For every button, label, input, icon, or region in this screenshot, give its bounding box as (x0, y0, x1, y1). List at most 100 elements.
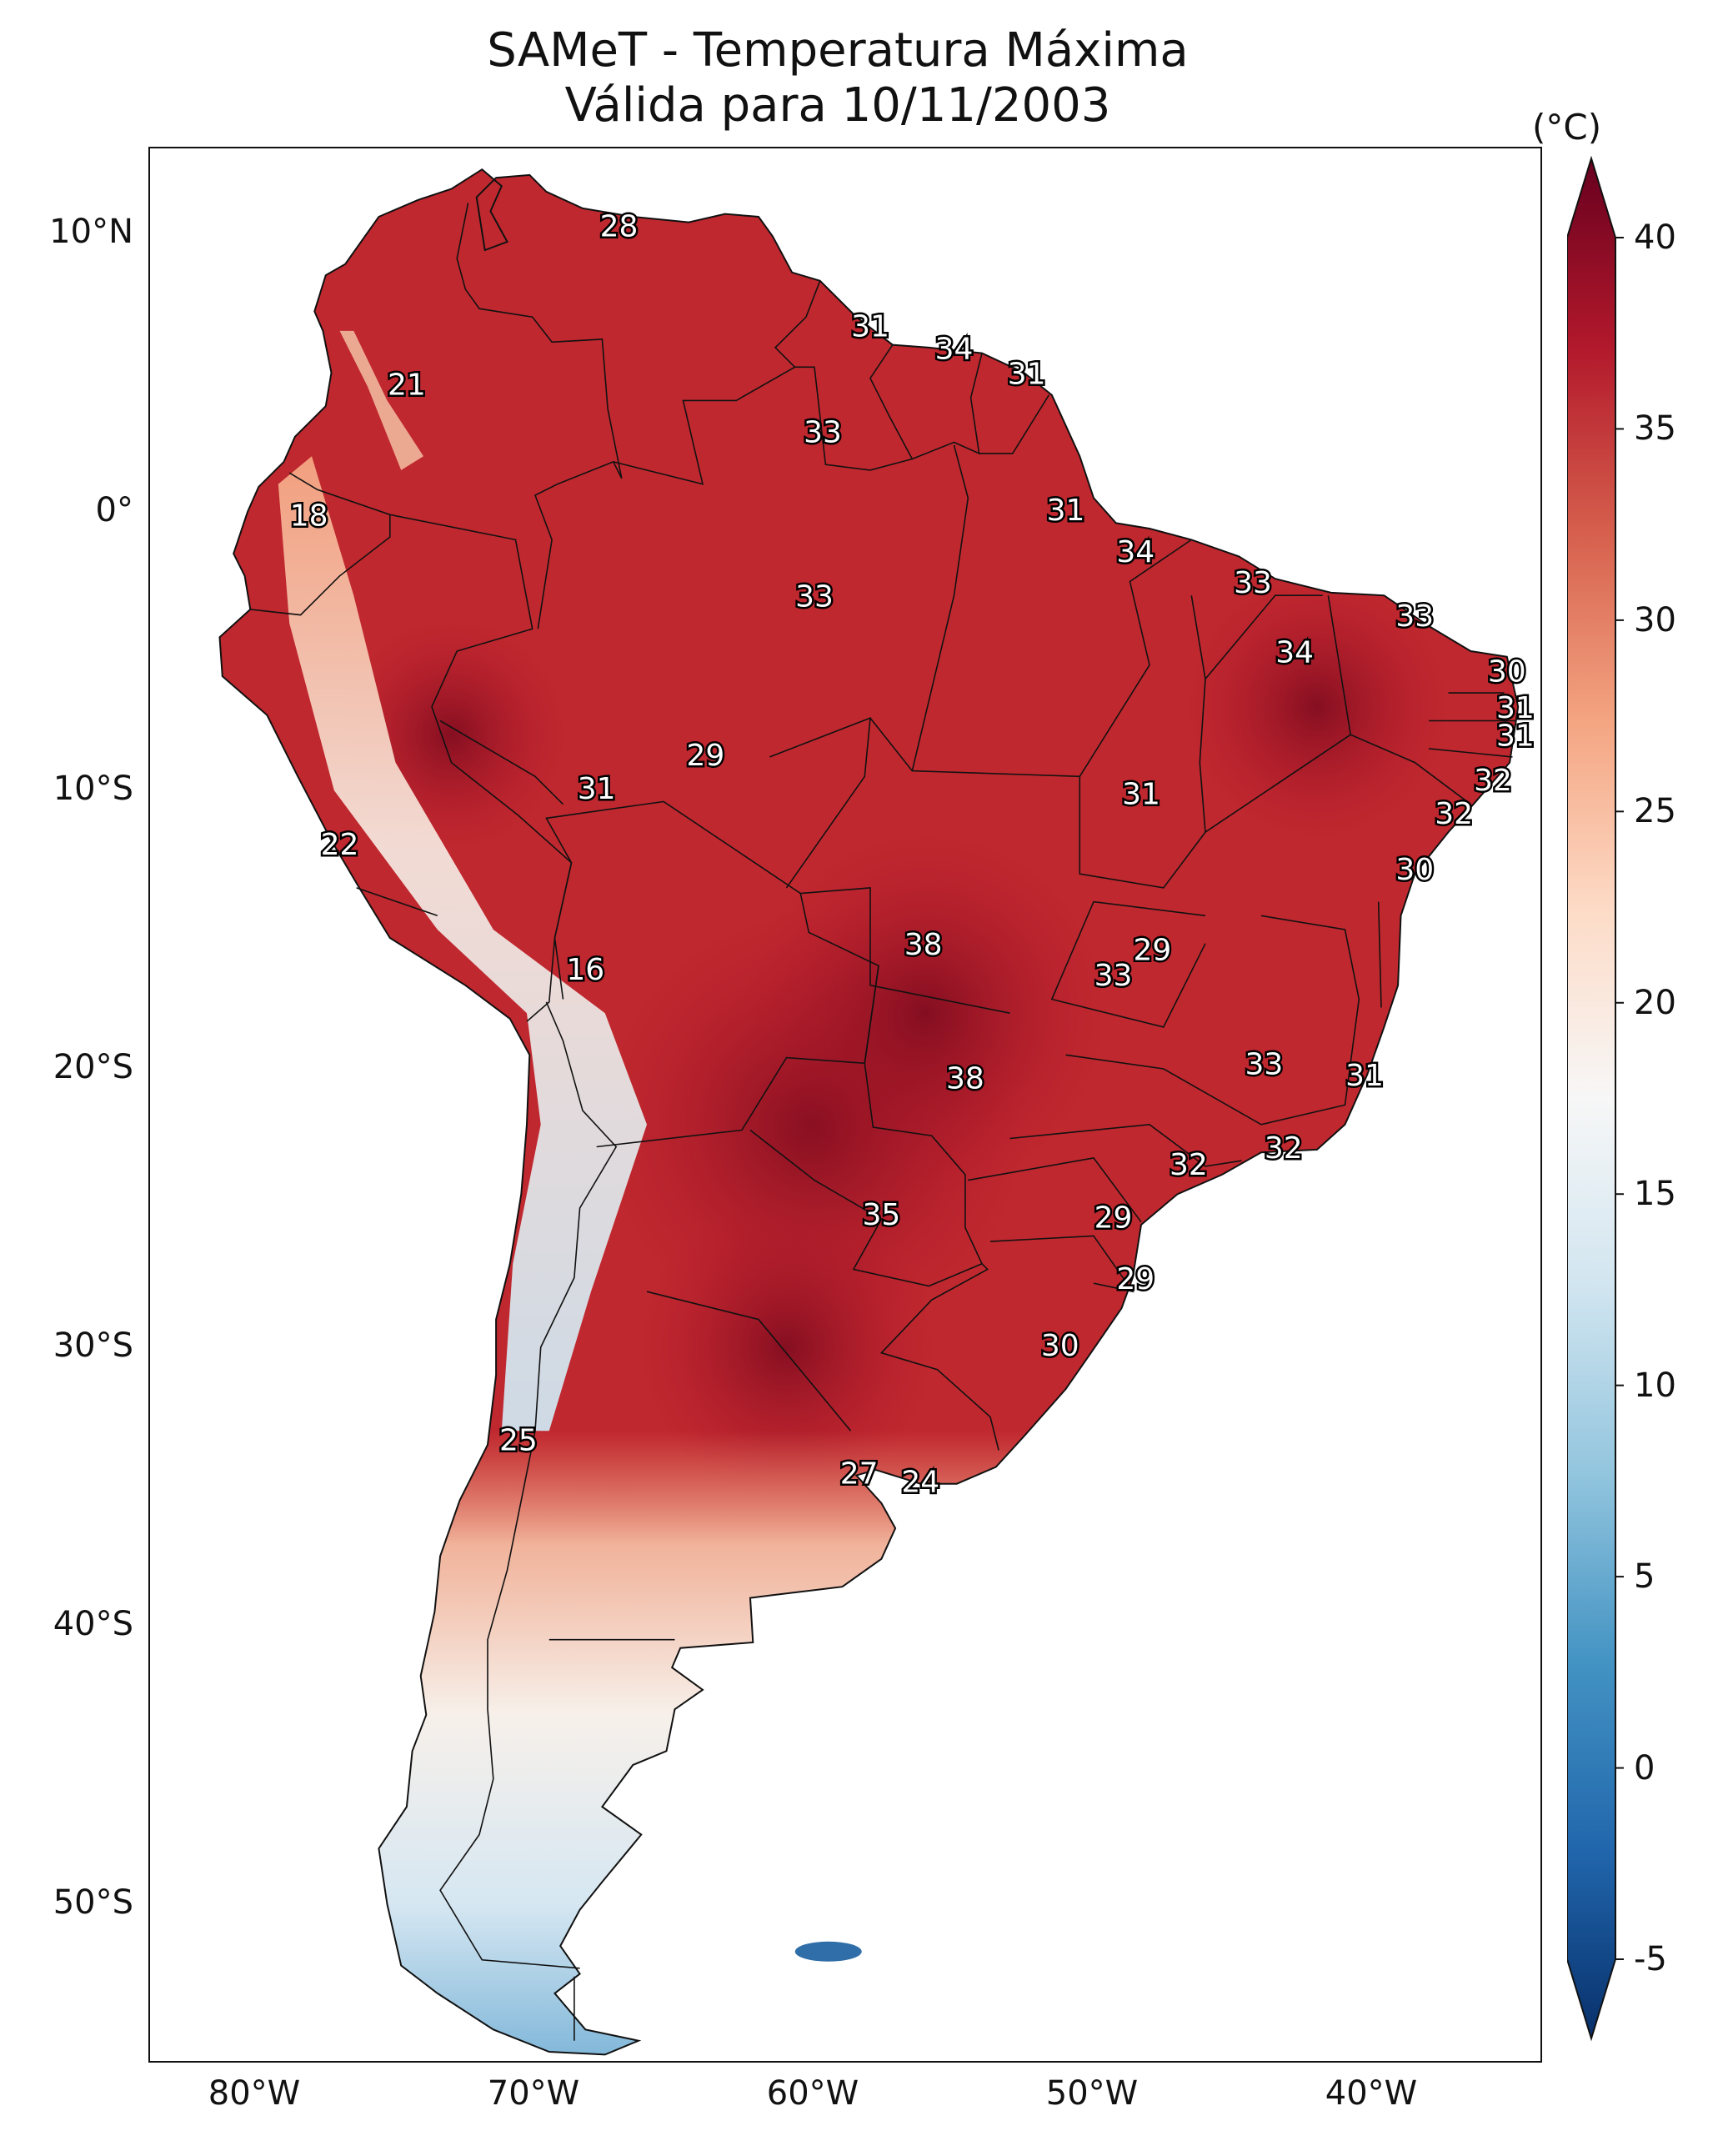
station-value-label: 29 (1116, 1262, 1155, 1296)
station-value-label: 32 (1265, 1131, 1303, 1166)
border-line (1205, 594, 1323, 679)
border-line (1009, 1123, 1242, 1167)
border-line (968, 1157, 1142, 1223)
border-line (911, 444, 969, 771)
station-value-label: 33 (1395, 599, 1434, 634)
border-line (250, 514, 391, 616)
lat-tick: 0° (95, 491, 133, 529)
station-value-label: 29 (1094, 1201, 1133, 1235)
colorbar-tick-label: -5 (1634, 1940, 1667, 1978)
border-line (1205, 734, 1351, 833)
border-line (794, 344, 914, 471)
border-line (879, 1263, 999, 1451)
border-line (1377, 901, 1382, 1008)
station-value-label: 31 (578, 772, 616, 806)
station-value-label: 31 (851, 310, 889, 344)
lon-tick: 80°W (208, 2074, 301, 2113)
lat-tick: 40°S (53, 1605, 133, 1643)
border-line (749, 965, 984, 1287)
lat-tick: 30°S (53, 1326, 133, 1365)
lon-tick: 60°W (766, 2074, 859, 2113)
coastline (218, 168, 1520, 2056)
station-value-label: 22 (321, 828, 359, 862)
andes-cool-area (278, 456, 647, 1431)
border-line (1065, 915, 1360, 1126)
border-line (356, 887, 438, 917)
lat-tick: 50°S (53, 1883, 133, 1922)
lon-tick: 70°W (487, 2074, 580, 2113)
station-value-label: 32 (1170, 1148, 1208, 1182)
border-line (1428, 748, 1513, 758)
station-value-label: 30 (1488, 655, 1526, 689)
station-value-label: 18 (290, 499, 328, 534)
station-value-label: 31 (1496, 691, 1535, 725)
colorbar (1567, 155, 1624, 2042)
border-line (1327, 595, 1471, 805)
station-value-label: 35 (862, 1198, 900, 1232)
title-line-1: SAMeT - Temperatura Máxima (487, 23, 1189, 78)
border-line (439, 1001, 618, 1969)
border-line (869, 539, 1192, 778)
station-value-label: 38 (904, 928, 943, 962)
falkland-islands (794, 1941, 862, 1962)
station-value-label: 16 (566, 953, 604, 987)
colorbar-tick-label: 0 (1634, 1748, 1655, 1787)
hot-area (743, 830, 1109, 1197)
station-value-label: 38 (946, 1061, 984, 1096)
inpe-logo: INPE (1509, 2058, 1542, 2063)
border-line (800, 887, 1010, 1014)
station-value-label: 34 (935, 332, 974, 366)
southern-cool-area (219, 1431, 1519, 2055)
colorbar-tick-label: 5 (1634, 1557, 1655, 1597)
station-value-label: 28 (600, 209, 639, 243)
colorbar-tick-label: 35 (1634, 409, 1676, 449)
station-value-label: 29 (1133, 934, 1171, 968)
hot-area (636, 1197, 937, 1497)
country-borders (250, 203, 1515, 2041)
border-line (439, 720, 564, 805)
station-value-label: 33 (804, 416, 842, 450)
station-value-label: 31 (1047, 494, 1085, 528)
lat-tick: 10°N (49, 213, 133, 251)
station-value-label: 31 (1122, 778, 1160, 812)
border-line (613, 280, 821, 485)
station-value-label: 32 (1435, 797, 1473, 831)
border-line (769, 716, 871, 889)
map-title: SAMeT - Temperatura Máxima Válida para 1… (150, 23, 1525, 133)
station-value-label: 24 (901, 1466, 939, 1500)
colorbar-unit: (°C) (1532, 107, 1602, 148)
border-line (456, 203, 623, 629)
lat-tick: 10°S (53, 770, 133, 808)
station-value-label: 33 (1245, 1048, 1283, 1082)
colorbar-tick-label: 20 (1634, 983, 1676, 1022)
station-value-label: 33 (795, 580, 834, 614)
colorbar-tick-label: 25 (1634, 792, 1676, 831)
station-value-label: 31 (1345, 1059, 1384, 1093)
station-value-label: 33 (1234, 566, 1272, 600)
station-value-label: 32 (1474, 764, 1512, 798)
border-line (1050, 900, 1206, 1028)
map-panel: 28 21 18 31 34 31 33 31 33 34 33 33 34 30 31 31 32 32 30 29… (148, 147, 1542, 2063)
station-value-label: 30 (1041, 1329, 1079, 1363)
colorbar-tick-label: 40 (1634, 218, 1676, 257)
temperature-map: 2821183134313331333433333430313132323029… (218, 168, 1536, 2056)
station-value-label: 33 (1094, 959, 1133, 993)
station-value-label: 21 (388, 369, 426, 403)
station-value-label: 34 (1275, 635, 1314, 669)
colorbar-tick-label: 15 (1634, 1175, 1676, 1214)
station-value-label: 29 (686, 739, 724, 773)
colorbar-tick-label: 30 (1634, 600, 1676, 639)
border-line (646, 1291, 852, 1431)
border-line (979, 394, 1050, 454)
station-value-label: 30 (1395, 853, 1434, 887)
station-value-label: 31 (1496, 720, 1535, 754)
station-value-label: 34 (1116, 535, 1155, 569)
border-line (989, 1235, 1134, 1293)
station-value-label: 25 (499, 1424, 538, 1458)
lon-tick: 40°W (1325, 2074, 1418, 2113)
andes-north-area (339, 330, 423, 470)
title-line-2: Válida para 10/11/2003 (564, 78, 1111, 133)
hot-area (1184, 573, 1450, 840)
station-labels: 2821183134313331333433333430313132323029… (288, 208, 1536, 1502)
lon-tick: 50°W (1045, 2074, 1139, 2113)
